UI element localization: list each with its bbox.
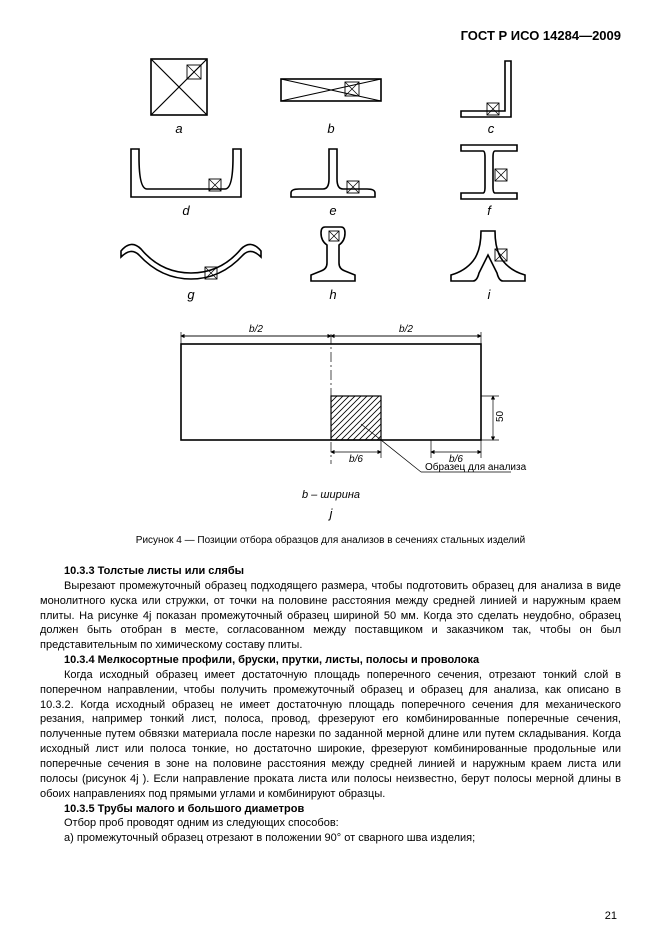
sect-1033-title: 10.3.3 Толстые листы или слябы: [64, 565, 244, 577]
label-a: a: [175, 121, 182, 136]
dim-b6-left: b/6: [349, 454, 363, 465]
dim-b2-right: b/2: [399, 324, 413, 335]
body-text: 10.3.3 Толстые листы или слябы Вырезают …: [40, 564, 621, 846]
sect-1035-para1: Отбор проб проводят одним из следующих с…: [40, 816, 621, 831]
sect-1033-para: Вырезают промежуточный образец подходяще…: [40, 579, 621, 653]
label-j: j: [327, 506, 333, 521]
label-g: g: [187, 287, 195, 302]
b-label: b – ширина: [301, 489, 359, 501]
figure-svg: a b c: [101, 49, 561, 529]
page-number: 21: [605, 910, 617, 922]
sample-label: Образец для анализа: [425, 461, 527, 473]
label-c: c: [487, 121, 494, 136]
label-i: i: [487, 287, 491, 302]
sect-1034-title: 10.3.4 Мелкосортные профили, бруски, пру…: [64, 654, 479, 666]
label-d: d: [182, 203, 190, 218]
label-e: e: [329, 203, 336, 218]
figure-caption: Рисунок 4 — Позиции отбора образцов для …: [40, 535, 621, 546]
sect-1034-para: Когда исходный образец имеет достаточную…: [40, 668, 621, 802]
label-f: f: [487, 203, 492, 218]
label-h: h: [329, 287, 336, 302]
page: ГОСТ Р ИСО 14284—2009: [0, 0, 661, 936]
figure-area: a b c: [40, 49, 621, 529]
sect-1035-title: 10.3.5 Трубы малого и большого диаметров: [64, 803, 304, 815]
label-b: b: [327, 121, 334, 136]
sect-1035-para2: a) промежуточный образец отрезают в поло…: [40, 831, 621, 846]
doc-header: ГОСТ Р ИСО 14284—2009: [40, 28, 621, 43]
dim-50: 50: [495, 410, 506, 422]
dim-b2-left: b/2: [249, 324, 263, 335]
